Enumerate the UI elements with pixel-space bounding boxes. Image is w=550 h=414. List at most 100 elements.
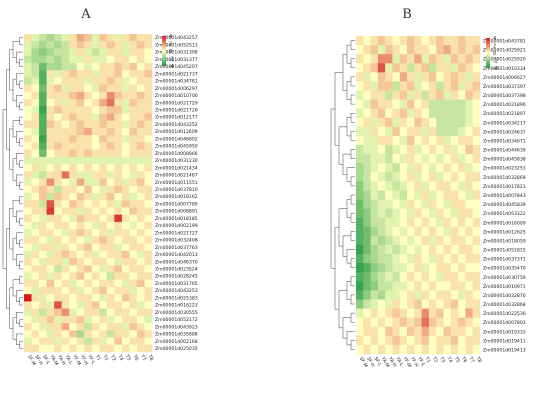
heatmap-cell	[114, 308, 123, 317]
heatmap-cell	[356, 145, 364, 155]
heatmap-cell	[421, 272, 430, 282]
heatmap-cell	[377, 54, 386, 64]
legend-tick-label: 0	[493, 51, 496, 57]
heatmap-cell	[399, 54, 408, 64]
heatmap-cell	[121, 344, 130, 353]
heatmap-cell	[472, 145, 481, 155]
heatmap-cell	[472, 99, 481, 109]
heatmap-cell	[370, 45, 379, 55]
heatmap-cell	[84, 127, 93, 136]
dendrogram-branch	[19, 319, 23, 327]
heatmap-cell	[54, 207, 62, 215]
heatmap-cell	[421, 281, 430, 291]
heatmap-cell	[136, 258, 145, 266]
heatmap-cell	[54, 99, 62, 107]
heatmap-cell	[363, 108, 371, 119]
heatmap-cell	[363, 299, 371, 309]
heatmap-cell	[377, 244, 386, 255]
heatmap-cell	[76, 120, 85, 129]
heatmap-cell	[61, 250, 70, 259]
heatmap-cell	[428, 281, 437, 291]
heatmap-cell	[399, 63, 408, 73]
heatmap-cell	[377, 63, 386, 73]
heatmap-cell	[421, 226, 430, 237]
dendrogram-branch	[350, 276, 355, 287]
heatmap-cell	[458, 272, 466, 282]
heatmap-cell	[84, 34, 93, 42]
heatmap-cell	[106, 236, 115, 244]
heatmap-cell	[61, 41, 70, 49]
heatmap-cell	[76, 301, 85, 309]
heatmap-cell	[414, 63, 422, 73]
heatmap-cell	[370, 208, 379, 219]
heatmap-cell	[46, 265, 55, 273]
heatmap-cell	[414, 126, 422, 137]
heatmap-cell	[61, 243, 70, 252]
heatmap-cell	[144, 301, 153, 309]
row-label: Zm00001d037371	[483, 257, 526, 263]
heatmap-cell	[392, 281, 401, 291]
heatmap-cell	[356, 99, 364, 109]
heatmap-cell	[450, 145, 459, 155]
heatmap-cell	[99, 200, 108, 208]
row-label: Zm00001d023524	[155, 266, 198, 272]
heatmap-cell	[129, 286, 138, 295]
heatmap-cell	[129, 41, 138, 49]
heatmap-cell	[24, 142, 32, 150]
row-label: Zm00001d032408	[155, 238, 198, 244]
dendrogram-branch	[19, 261, 23, 270]
heatmap-cell	[399, 145, 408, 155]
heatmap-cell	[69, 229, 78, 237]
heatmap-cell	[436, 244, 444, 255]
heatmap-cell	[54, 84, 62, 93]
heatmap-cell	[54, 221, 62, 230]
row-label: Zm00001d045838	[483, 157, 526, 163]
heatmap-cell	[99, 55, 108, 64]
heatmap-cell	[46, 84, 55, 93]
heatmap-cell	[356, 208, 364, 219]
row-label: Zm00001d051815	[483, 248, 526, 254]
heatmap-cell	[421, 190, 430, 200]
heatmap-cell	[414, 208, 422, 219]
heatmap-cell	[24, 243, 32, 252]
heatmap-cell	[99, 113, 108, 122]
heatmap-cell	[407, 226, 415, 237]
heatmap-cell	[24, 156, 32, 165]
heatmap-cell	[129, 200, 138, 208]
heatmap-cell	[436, 326, 444, 337]
heatmap-cell	[121, 106, 130, 114]
heatmap-cell	[421, 163, 430, 173]
heatmap-cell	[69, 156, 78, 165]
heatmap-cell	[106, 243, 115, 252]
heatmap-cell	[61, 48, 70, 56]
heatmap-cell	[421, 154, 430, 164]
heatmap-cell	[69, 142, 78, 150]
dendrogram-branch	[350, 112, 355, 123]
heatmap-cell	[39, 149, 47, 158]
heatmap-cell	[129, 250, 138, 259]
heatmap-cell	[39, 41, 47, 49]
heatmap-cell	[385, 108, 393, 119]
heatmap-cell	[428, 244, 437, 255]
heatmap-cell	[54, 279, 62, 288]
heatmap-cell	[39, 171, 47, 179]
dendrogram-branch	[346, 44, 351, 64]
heatmap-cell	[121, 77, 130, 85]
heatmap-cell	[129, 185, 138, 194]
panel-b: B Zm00001d043781Zm00001d025921Zm00001d02…	[330, 7, 526, 369]
heatmap-cell	[84, 149, 93, 158]
heatmap-cell	[76, 91, 85, 100]
heatmap-cell	[61, 127, 70, 136]
heatmap-cell	[31, 193, 40, 201]
heatmap-cell	[385, 145, 393, 155]
heatmap-cell	[136, 99, 145, 107]
heatmap-cell	[363, 208, 371, 219]
dendrogram-branch	[2, 109, 7, 269]
heatmap-cell	[370, 81, 379, 91]
heatmap-cell	[472, 72, 481, 82]
heatmap-cell	[84, 265, 93, 273]
heatmap-cell	[24, 330, 32, 338]
heatmap-cell	[129, 279, 138, 288]
heatmap-cell	[121, 221, 130, 230]
heatmap-cell	[121, 308, 130, 317]
